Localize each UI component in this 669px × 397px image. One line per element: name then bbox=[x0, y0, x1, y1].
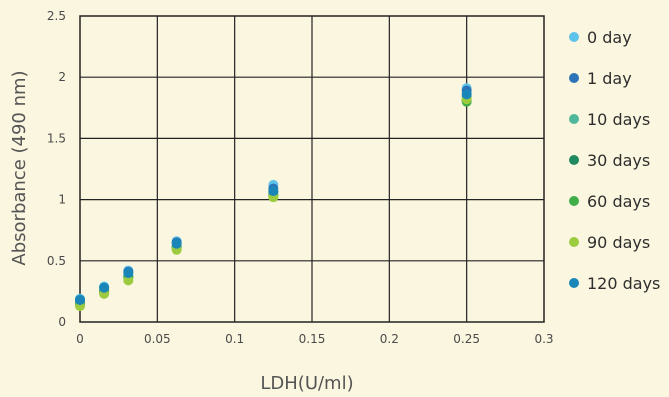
x-tick-label: 0.1 bbox=[225, 332, 244, 346]
x-tick-label: 0.3 bbox=[534, 332, 553, 346]
y-tick-label: 1.5 bbox=[47, 131, 66, 145]
data-point bbox=[75, 294, 85, 305]
legend-marker bbox=[569, 278, 579, 288]
y-tick-label: 1 bbox=[58, 193, 66, 207]
legend-label: 1 day bbox=[587, 69, 632, 88]
legend-marker bbox=[569, 73, 579, 83]
data-points bbox=[75, 83, 472, 312]
y-tick-labels: 0 0.5 1 1.5 2 2.5 bbox=[47, 9, 66, 329]
legend-marker bbox=[569, 32, 579, 42]
x-tick-label: 0.25 bbox=[453, 332, 480, 346]
data-point bbox=[461, 89, 472, 100]
x-tick-labels: 0 0.05 0.1 0.15 0.2 0.25 0.3 bbox=[76, 332, 553, 346]
y-tick-label: 2.5 bbox=[47, 9, 66, 23]
legend-label: 0 day bbox=[587, 28, 632, 47]
x-tick-label: 0 bbox=[76, 332, 84, 346]
x-tick-label: 0.15 bbox=[299, 332, 326, 346]
legend-label: 120 days bbox=[587, 274, 660, 293]
y-tick-label: 2 bbox=[58, 70, 66, 84]
data-point bbox=[123, 275, 134, 286]
legend-marker bbox=[569, 114, 579, 124]
legend-label: 60 days bbox=[587, 192, 650, 211]
legend-label: 90 days bbox=[587, 233, 650, 252]
y-axis-title: Absorbance (490 nm) bbox=[9, 70, 30, 265]
data-point bbox=[123, 268, 134, 279]
x-tick-label: 0.05 bbox=[144, 332, 171, 346]
y-tick-label: 0.5 bbox=[47, 254, 66, 268]
grid-lines bbox=[80, 16, 544, 322]
legend-marker bbox=[569, 155, 579, 165]
data-point bbox=[268, 186, 279, 197]
data-point bbox=[171, 238, 182, 249]
legend-marker bbox=[569, 237, 579, 247]
data-point bbox=[99, 282, 110, 293]
legend-label: 30 days bbox=[587, 151, 650, 170]
legend-label: 10 days bbox=[587, 110, 650, 129]
x-tick-label: 0.2 bbox=[380, 332, 399, 346]
y-tick-label: 0 bbox=[58, 315, 66, 329]
legend: 0 day 1 day 10 days 30 days 60 days 90 days 12… bbox=[569, 28, 660, 293]
x-axis-title: LDH(U/ml) bbox=[260, 373, 353, 394]
legend-marker bbox=[569, 196, 579, 206]
